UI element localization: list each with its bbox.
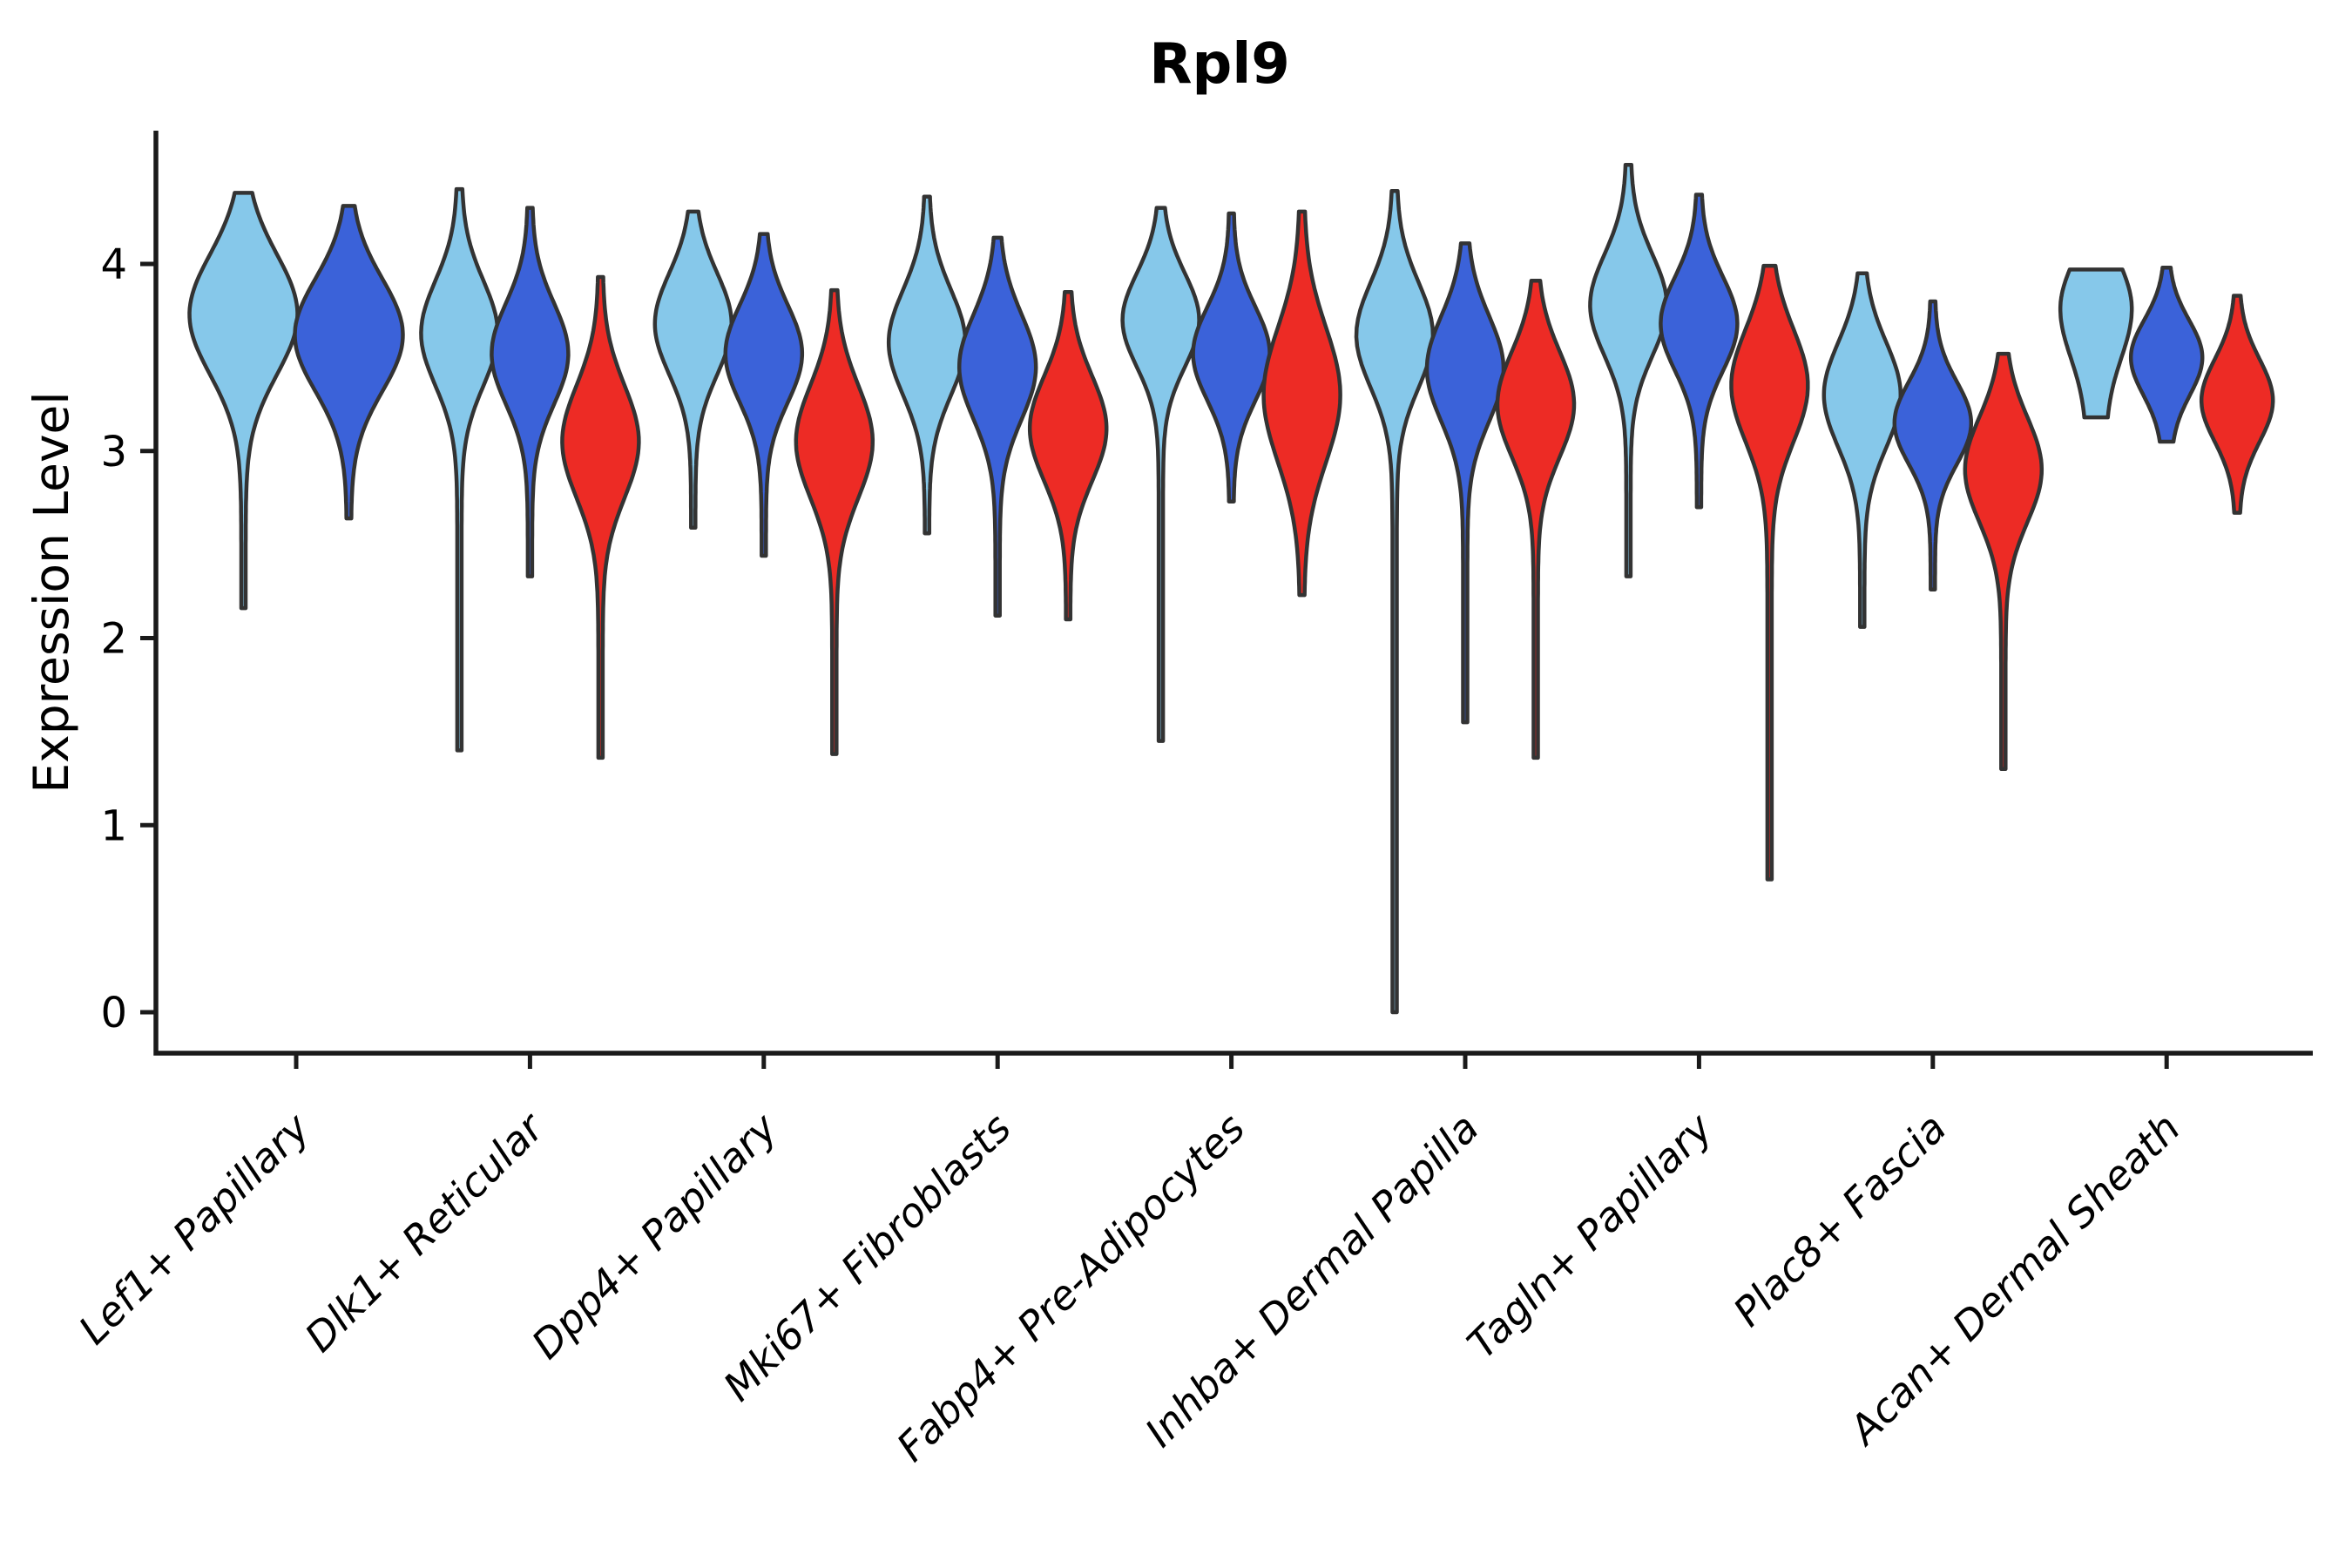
violin-fabp4-red [1261, 209, 1342, 598]
y-axis-ticks: 0 1 2 3 4 [100, 240, 156, 1037]
violin-acan-light_blue [2058, 267, 2134, 420]
axis-spine [153, 131, 2313, 1056]
violin-tagln-red [1729, 263, 1810, 882]
violin-dlk1-royal_blue [490, 206, 571, 578]
violin-inhba-red [1495, 279, 1577, 760]
violin-mki67-light_blue [886, 194, 968, 536]
y-tick-label: 1 [100, 801, 127, 850]
violin-dlk1-red [560, 274, 641, 760]
violin-fabp4-royal_blue [1191, 211, 1272, 504]
violin-fabp4-light_blue [1120, 206, 1201, 743]
violin-lef1-royal_blue [293, 204, 405, 521]
violin-plac8-red [1963, 351, 2044, 772]
violin-dpp4-red [794, 287, 875, 756]
y-tick-label: 0 [100, 989, 127, 1037]
y-tick-label: 4 [100, 240, 127, 289]
violin-mki67-royal_blue [956, 235, 1038, 618]
violins-layer [187, 162, 2275, 1015]
violin-tagln-royal_blue [1659, 193, 1740, 510]
violin-mki67-red [1027, 289, 1109, 622]
violin-dpp4-royal_blue [723, 232, 805, 558]
violin-plac8-royal_blue [1892, 299, 1974, 591]
violin-inhba-light_blue [1354, 188, 1436, 1015]
violin-acan-royal_blue [2128, 266, 2205, 444]
y-tick-label: 2 [100, 615, 127, 664]
violin-acan-red [2199, 294, 2275, 515]
chart-title: Rpl9 [1149, 32, 1290, 97]
violin-dpp4-light_blue [652, 209, 734, 531]
violin-dlk1-light_blue [419, 186, 500, 753]
y-axis-label: Expression Level [24, 391, 79, 793]
violin-plac8-light_blue [1821, 271, 1903, 629]
y-tick-label: 3 [100, 428, 127, 476]
